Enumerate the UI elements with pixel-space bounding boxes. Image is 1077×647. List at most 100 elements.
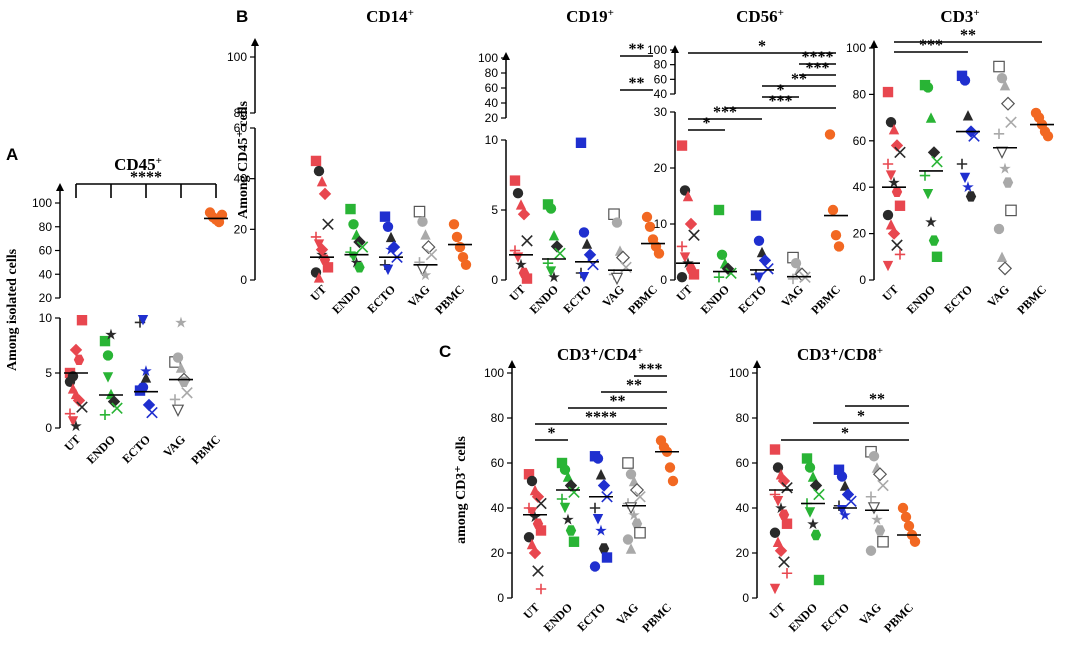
y-tick-label: 80 [485,66,499,80]
x-tick-label: ECTO [941,282,975,316]
x-tick-label: VAG [160,432,188,460]
data-point [772,496,784,507]
significance-label: * [703,115,711,132]
data-point [810,529,822,541]
data-point [310,155,322,167]
data-point: ★ [69,419,82,435]
x-tick-label: ENDO [541,600,575,634]
data-point [993,223,1005,235]
significance-label: **** [802,49,834,66]
x-tick-label: ECTO [560,282,594,316]
data-point [521,273,533,284]
data-point [996,251,1008,262]
data-point [753,235,765,246]
x-tick-label: ECTO [119,432,153,466]
data-point [512,188,524,199]
panel-letter-B: B [236,7,248,26]
data-point [894,200,906,211]
data-point [454,241,466,253]
data-point [756,246,768,258]
chart-title-cd19: CD19+ [566,7,614,26]
data-point [348,219,359,230]
data-point [781,481,793,494]
x-tick-label: PBMC [808,282,843,317]
x-tick-label: UT [879,282,901,304]
x-tick-label: PBMC [432,282,467,317]
data-point [631,518,643,529]
y-tick-label: 40 [39,267,53,281]
data-point [611,217,623,228]
data-point [774,544,788,557]
y-tick-label: 80 [491,411,505,425]
data-point [99,409,111,420]
x-tick-label: PBMC [188,432,223,467]
significance-label: *** [713,104,737,121]
data-point [778,509,790,520]
data-point [625,543,637,554]
data-point [509,175,521,186]
data-point [583,248,597,261]
data-point [528,546,542,560]
data-point [667,475,679,487]
data-point [379,211,391,222]
data-point [679,252,691,263]
data-point [565,525,577,536]
y-tick-label: 40 [853,180,867,194]
data-point [725,267,737,280]
data-point [769,527,781,538]
x-tick-label: UT [520,600,542,622]
data-point [891,239,903,251]
x-tick-label: ECTO [574,600,608,634]
y-tick-label: 80 [654,58,668,72]
y-tick-label: 40 [485,96,499,110]
data-point [894,146,906,159]
y-tick-label: 100 [484,366,504,380]
data-point [622,457,634,469]
data-point [804,462,816,473]
x-tick-label: ENDO [786,600,820,634]
y-tick-label: 40 [654,87,668,101]
data-point [589,502,601,514]
data-point [684,217,698,231]
data-point [610,272,624,286]
data-point [962,110,974,121]
data-point [322,218,334,231]
data-point [67,416,79,427]
y-tick-label: 60 [736,456,750,470]
data-point [545,266,557,277]
chart-title-cd56: CD56+ [736,7,784,26]
data-point [556,457,568,469]
data-point [716,249,728,260]
data-point [781,568,793,579]
data-point [517,208,531,221]
y-tick-label: 40 [736,501,750,515]
data-point [965,191,977,202]
data-point [313,165,325,177]
data-point [999,79,1011,91]
x-tick-label: VAG [599,282,627,310]
significance-label: * [841,425,849,442]
data-point [69,343,83,357]
data-point: ★ [419,268,432,284]
data-point [769,583,781,595]
data-point [421,240,436,255]
data-point [589,561,601,572]
y-tick-label: 20 [234,222,248,236]
data-point [420,229,431,240]
data-point [676,140,688,151]
x-tick-label: ENDO [698,282,732,316]
data-point [545,203,557,214]
data-point [682,190,694,202]
data-point [968,130,980,142]
data-point [581,238,593,249]
y-tick-label: 5 [45,366,52,380]
data-point [888,124,900,135]
y-tick-label: 0 [660,273,667,287]
data-point [622,534,634,545]
data-point [931,155,943,168]
x-tick-label: PBMC [1014,282,1049,317]
data-point [956,158,968,170]
significance-label: ** [960,27,976,44]
y-tick-label: 60 [485,81,499,95]
